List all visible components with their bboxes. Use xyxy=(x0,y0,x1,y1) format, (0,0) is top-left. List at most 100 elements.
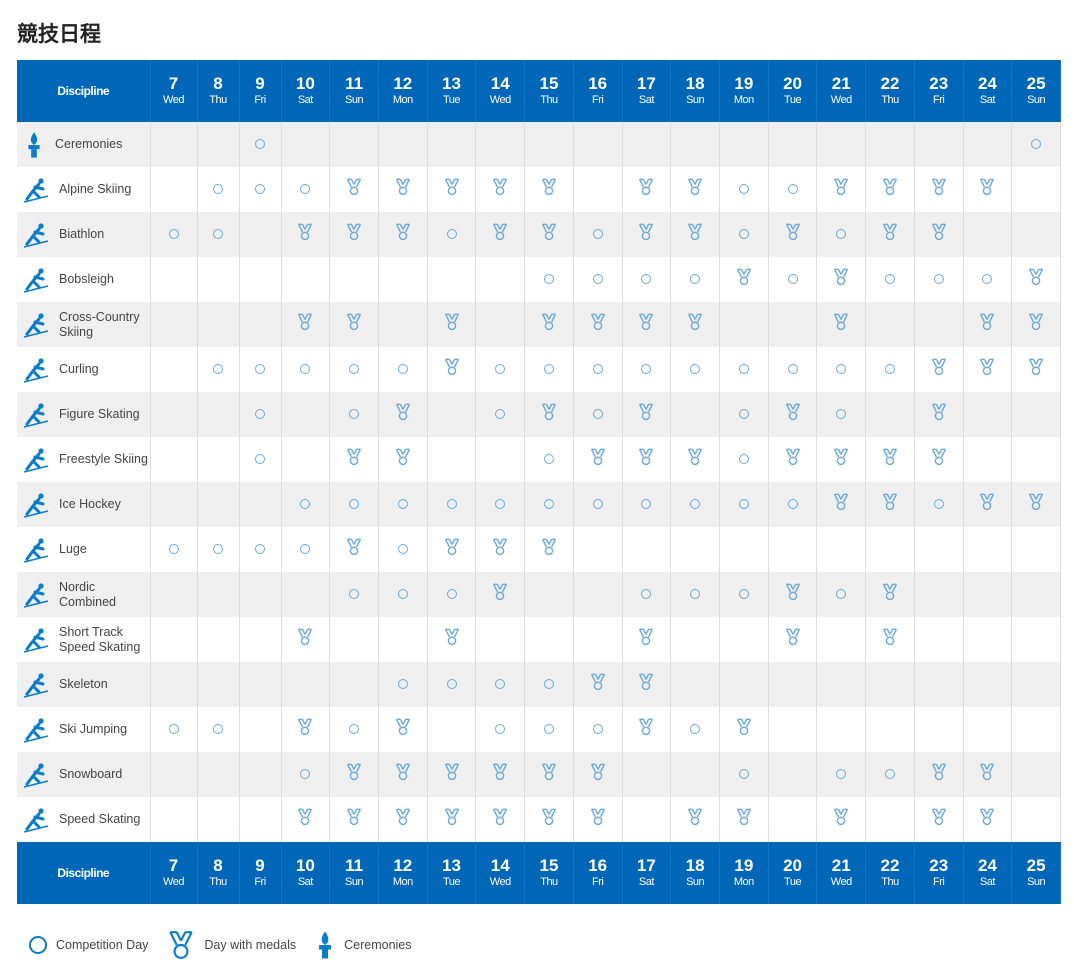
empty-cell xyxy=(768,662,818,707)
discipline-cell: Ski Jumping xyxy=(17,707,151,752)
medal-day-cell xyxy=(914,212,964,257)
day-number: 15 xyxy=(539,856,559,875)
medal-icon xyxy=(346,178,362,200)
medal-icon xyxy=(979,313,995,335)
day-header: 23 Fri xyxy=(914,842,964,904)
medal-icon xyxy=(395,448,411,470)
medal-day-cell xyxy=(963,167,1013,212)
empty-cell xyxy=(768,302,818,347)
weekday: Sun xyxy=(686,876,705,888)
medal-icon xyxy=(979,808,995,830)
empty-cell xyxy=(670,752,720,797)
day-number: 11 xyxy=(345,74,364,93)
medal-icon xyxy=(395,718,411,740)
competition-day-icon xyxy=(690,498,701,509)
day-header: 13 Tue xyxy=(427,842,477,904)
medal-icon xyxy=(297,313,313,335)
empty-cell xyxy=(197,797,240,842)
competition-day-cell xyxy=(239,167,282,212)
empty-cell xyxy=(329,257,379,302)
medal-day-cell xyxy=(768,617,818,662)
competition-day-cell xyxy=(524,347,574,392)
competition-day-icon xyxy=(592,273,603,284)
competition-day-icon xyxy=(255,183,265,194)
medal-day-cell xyxy=(475,212,526,257)
competition-day-icon xyxy=(495,498,506,509)
day-header: 11 Sun xyxy=(329,60,379,122)
competition-day-icon xyxy=(168,228,179,239)
empty-cell xyxy=(475,122,526,167)
day-header: 20 Tue xyxy=(768,60,818,122)
empty-cell xyxy=(865,662,915,707)
medal-day-cell xyxy=(768,212,818,257)
discipline-cell: Figure Skating xyxy=(17,392,151,437)
table-row: Ski Jumping xyxy=(17,707,1061,752)
empty-cell xyxy=(719,662,769,707)
medal-icon xyxy=(346,808,362,830)
medal-icon xyxy=(444,358,460,380)
competition-day-cell xyxy=(670,347,720,392)
medal-day-cell xyxy=(281,302,331,347)
competition-day-icon xyxy=(738,408,749,419)
day-header: 16 Fri xyxy=(573,842,623,904)
table-row: Short Track Speed Skating xyxy=(17,617,1061,662)
medal-day-cell xyxy=(378,437,428,482)
competition-day-cell xyxy=(524,437,574,482)
medal-icon xyxy=(346,313,362,335)
empty-cell xyxy=(150,302,198,347)
medal-day-cell xyxy=(329,302,379,347)
medal-day-cell xyxy=(816,257,867,302)
competition-day-cell xyxy=(475,707,526,752)
empty-cell xyxy=(197,302,240,347)
medal-day-cell xyxy=(963,347,1013,392)
medal-day-cell xyxy=(914,437,964,482)
day-number: 9 xyxy=(255,856,265,875)
empty-cell xyxy=(1011,662,1061,707)
medal-icon xyxy=(687,178,703,200)
medal-icon xyxy=(687,223,703,245)
empty-cell xyxy=(816,527,867,572)
medal-icon xyxy=(395,403,411,425)
day-header: 17 Sat xyxy=(622,60,672,122)
competition-day-cell xyxy=(378,347,428,392)
day-number: 23 xyxy=(929,856,949,875)
empty-cell xyxy=(524,122,574,167)
weekday: Sun xyxy=(1027,94,1046,106)
competition-day-cell xyxy=(281,752,331,797)
discipline-name: Speed Skating xyxy=(59,812,141,826)
medal-day-cell xyxy=(427,752,477,797)
competition-day-icon xyxy=(884,768,895,779)
schedule-table: Discipline 7 Wed 8 Thu 9 Fri 10 Sat 11 Sun 12 Mon 13 T… xyxy=(17,60,1061,904)
weekday: Tue xyxy=(784,94,802,106)
empty-cell xyxy=(150,257,198,302)
competition-day-cell xyxy=(719,167,769,212)
empty-cell xyxy=(197,572,240,617)
weekday: Sat xyxy=(297,94,314,106)
medal-icon xyxy=(638,223,654,245)
medal-icon xyxy=(882,583,898,605)
competition-day-icon xyxy=(29,936,47,954)
discipline-name: Skeleton xyxy=(59,677,108,691)
competition-day-icon xyxy=(738,498,749,509)
medal-icon xyxy=(833,808,849,830)
day-header: 21 Wed xyxy=(816,842,867,904)
medal-icon xyxy=(833,493,849,515)
competition-day-cell xyxy=(768,167,818,212)
medal-day-cell xyxy=(475,572,526,617)
competition-day-icon xyxy=(300,768,311,779)
competition-day-cell xyxy=(197,707,240,752)
empty-cell xyxy=(573,572,623,617)
weekday: Wed xyxy=(489,876,511,888)
medal-day-cell xyxy=(768,392,818,437)
empty-cell xyxy=(150,347,198,392)
day-header: 11 Sun xyxy=(329,842,379,904)
competition-day-cell xyxy=(719,482,769,527)
competition-day-icon xyxy=(738,183,749,194)
medal-icon xyxy=(444,313,460,335)
medal-day-cell xyxy=(378,797,428,842)
competition-day-cell xyxy=(427,212,477,257)
weekday: Sat xyxy=(638,94,655,106)
medal-icon xyxy=(541,313,557,335)
competition-day-icon xyxy=(397,498,408,509)
medal-icon xyxy=(785,223,801,245)
